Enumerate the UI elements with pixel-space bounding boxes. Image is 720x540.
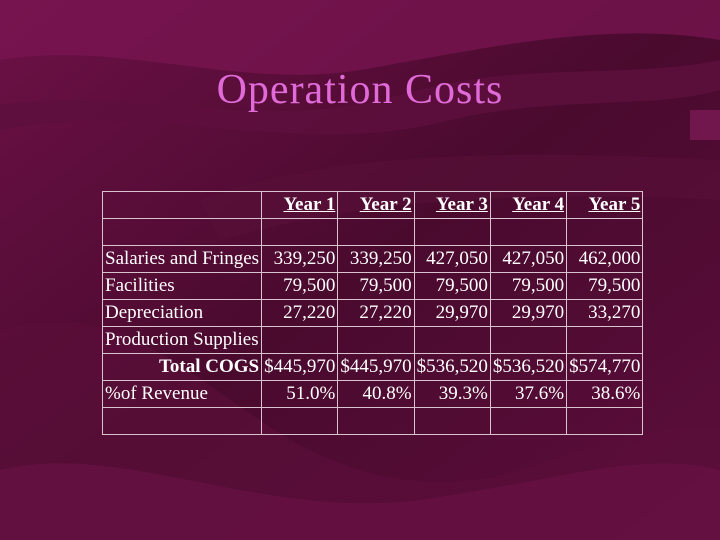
table-cell — [337, 326, 415, 354]
table-spacer-row — [101, 218, 644, 246]
table-cell: 38.6% — [566, 380, 644, 408]
table-header-cell: Year 5 — [566, 191, 644, 219]
table-cell: 40.8% — [337, 380, 415, 408]
table-header-row: Year 1 Year 2 Year 3 Year 4 Year 5 — [101, 191, 644, 219]
table-cell: 29,970 — [413, 299, 491, 327]
slide-title: Operation Costs — [216, 67, 504, 113]
row-label: Production Supplies — [101, 326, 263, 354]
table-cell: $536,520 — [489, 353, 568, 381]
operation-costs-table: Year 1 Year 2 Year 3 Year 4 Year 5 Salar… — [101, 191, 644, 435]
table-header-cell — [101, 191, 263, 219]
table-cell: 79,500 — [566, 272, 644, 300]
table-cell: 462,000 — [566, 245, 644, 273]
table-header-cell: Year 2 — [337, 191, 415, 219]
table-row: Facilities 79,500 79,500 79,500 79,500 7… — [101, 272, 644, 300]
table-cell: 79,500 — [413, 272, 491, 300]
table-cell: 339,250 — [261, 245, 339, 273]
table-header-cell: Year 3 — [413, 191, 491, 219]
table-cell — [413, 326, 491, 354]
row-label: Total COGS — [101, 353, 263, 381]
table-cell: 51.0% — [261, 380, 339, 408]
table-cell: 29,970 — [489, 299, 568, 327]
table-cell: $445,970 — [337, 353, 415, 381]
table-cell: $445,970 — [261, 353, 339, 381]
table-cell: 339,250 — [337, 245, 415, 273]
table-cell: 79,500 — [489, 272, 568, 300]
table-total-row: Total COGS $445,970 $445,970 $536,520 $5… — [101, 353, 644, 381]
table-cell — [261, 326, 339, 354]
table-cell: 427,050 — [413, 245, 491, 273]
table-header-cell: Year 1 — [261, 191, 339, 219]
table-cell: 79,500 — [261, 272, 339, 300]
table-cell: 37.6% — [489, 380, 568, 408]
table-cell: 79,500 — [337, 272, 415, 300]
table-cell: 39.3% — [413, 380, 491, 408]
table-spacer-row — [101, 407, 644, 435]
table-cell: 33,270 — [566, 299, 644, 327]
table-cell: 27,220 — [261, 299, 339, 327]
table-row: Production Supplies — [101, 326, 644, 354]
row-label: %of Revenue — [101, 380, 263, 408]
table-row: Salaries and Fringes 339,250 339,250 427… — [101, 245, 644, 273]
table-row: Depreciation 27,220 27,220 29,970 29,970… — [101, 299, 644, 327]
table-cell: $574,770 — [566, 353, 644, 381]
table-cell — [566, 326, 644, 354]
table-header-cell: Year 4 — [489, 191, 568, 219]
row-label: Salaries and Fringes — [101, 245, 263, 273]
row-label: Facilities — [101, 272, 263, 300]
table-cell — [489, 326, 568, 354]
table-cell: $536,520 — [413, 353, 491, 381]
table-row: %of Revenue 51.0% 40.8% 39.3% 37.6% 38.6… — [101, 380, 644, 408]
table-cell: 27,220 — [337, 299, 415, 327]
table-cell: 427,050 — [489, 245, 568, 273]
row-label: Depreciation — [101, 299, 263, 327]
